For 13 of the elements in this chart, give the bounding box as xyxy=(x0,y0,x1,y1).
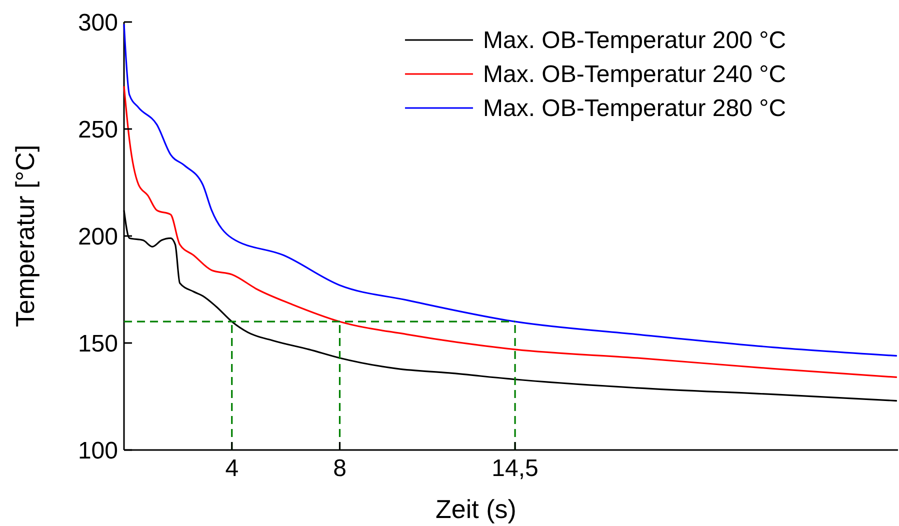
x-tick-label: 4 xyxy=(225,455,239,482)
y-tick-label: 200 xyxy=(78,223,118,250)
x-tick-label: 14,5 xyxy=(492,455,538,482)
legend-label: Max. OB-Temperatur 240 °C xyxy=(483,61,786,88)
y-tick-label: 100 xyxy=(78,437,118,464)
x-axis-title: Zeit (s) xyxy=(436,494,516,524)
legend-label: Max. OB-Temperatur 280 °C xyxy=(483,95,786,122)
y-axis-title: Temperatur [°C] xyxy=(10,144,40,328)
legend-label: Max. OB-Temperatur 200 °C xyxy=(483,27,786,54)
x-tick-label: 8 xyxy=(333,455,346,482)
y-tick-label: 250 xyxy=(78,116,118,144)
y-tick-label: 150 xyxy=(78,330,118,358)
y-tick-label: 300 xyxy=(78,9,118,36)
